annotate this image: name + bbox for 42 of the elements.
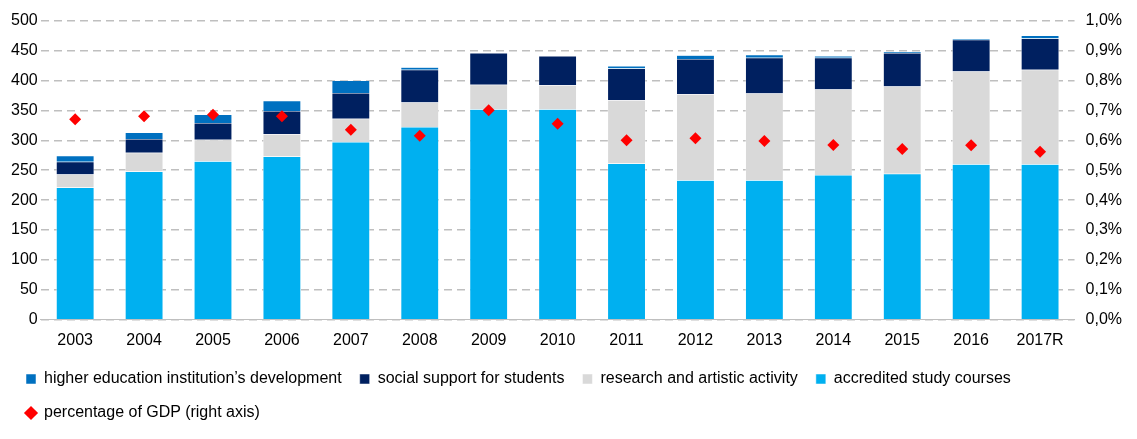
x-tick-label: 2008 <box>401 330 438 348</box>
y-tick-label: 200 <box>10 190 38 208</box>
legend-label: research and artistic activity <box>600 369 798 387</box>
y2-tick-label: 0,4% <box>1085 190 1122 208</box>
y2-tick-label: 1,0% <box>1085 11 1122 29</box>
y-tick-label: 350 <box>10 100 38 118</box>
y-tick-label: 450 <box>10 40 38 58</box>
y2-tick-label: 0,8% <box>1085 70 1122 88</box>
y2-tick-label: 0,2% <box>1085 250 1122 268</box>
y2-tick-label: 0,5% <box>1085 160 1122 178</box>
y2-tick-label: 0,3% <box>1085 220 1122 238</box>
legend-label: percentage of GDP (right axis) <box>44 403 260 421</box>
x-tick-label: 2015 <box>884 330 921 348</box>
y2-tick-label: 0,7% <box>1085 100 1122 118</box>
x-tick-label: 2016 <box>953 330 990 348</box>
y2-tick-label: 0,6% <box>1085 130 1122 148</box>
x-tick-label: 2013 <box>746 330 783 348</box>
legend-label: higher education institution’s development <box>44 369 343 387</box>
x-tick-label: 2005 <box>195 330 231 348</box>
y2-tick-label: 0,0% <box>1085 310 1122 328</box>
x-tick-label: 2012 <box>677 330 714 348</box>
x-tick-label: 2010 <box>539 330 576 348</box>
x-tick-label: 2003 <box>57 330 94 348</box>
x-tick-label: 2017R <box>1016 330 1064 348</box>
y-tick-label: 250 <box>10 160 38 178</box>
y-tick-label: 0 <box>28 310 38 328</box>
x-tick-label: 2014 <box>815 330 852 348</box>
y-tick-label: 500 <box>10 11 38 29</box>
y-tick-label: 50 <box>19 280 38 298</box>
y-tick-label: 100 <box>10 250 38 268</box>
x-tick-label: 2004 <box>126 330 162 348</box>
y2-tick-label: 0,1% <box>1085 280 1122 298</box>
y-tick-label: 400 <box>10 70 38 88</box>
x-tick-label: 2007 <box>333 330 369 348</box>
x-tick-label: 2006 <box>264 330 300 348</box>
y2-tick-label: 0,9% <box>1085 40 1122 58</box>
x-tick-label: 2011 <box>609 330 644 348</box>
legend-label: accredited study courses <box>833 369 1011 387</box>
legend-label: social support for students <box>377 369 565 387</box>
y-tick-label: 300 <box>10 130 38 148</box>
x-tick-label: 2009 <box>470 330 507 348</box>
y-tick-label: 150 <box>10 220 38 238</box>
